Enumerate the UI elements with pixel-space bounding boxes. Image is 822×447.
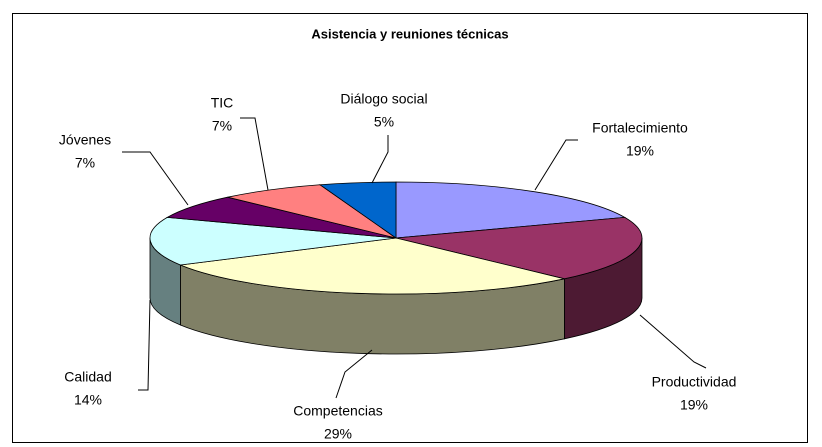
slice-value-label: 7% — [212, 118, 232, 134]
pie — [149, 181, 643, 355]
slice-value-label: 5% — [374, 114, 394, 130]
slice-value-label: 29% — [324, 426, 352, 442]
slice-value-label: 7% — [75, 155, 95, 171]
leader-line — [122, 151, 189, 206]
slice — [178, 237, 565, 295]
slice-label: Diálogo social — [340, 91, 427, 107]
labels: Fortalecimiento 19% Productividad 19% Compet… — [59, 91, 736, 442]
slice-label: Jóvenes — [59, 132, 111, 148]
leader-line — [534, 139, 578, 191]
slice-value-label: 19% — [626, 143, 654, 159]
leader-line — [371, 135, 389, 184]
leader-line — [335, 349, 373, 399]
slice-label: Calidad — [64, 369, 111, 385]
slice — [165, 196, 397, 239]
leader-line — [138, 299, 151, 391]
slice — [395, 181, 627, 239]
slice-label: TIC — [211, 95, 234, 111]
slice — [318, 181, 397, 239]
slice — [149, 216, 397, 266]
slice-value-label: 14% — [74, 392, 102, 408]
leader-line — [639, 314, 707, 369]
slice-label: Productividad — [652, 374, 737, 390]
slice-value-label: 19% — [680, 397, 708, 413]
leader-line — [240, 117, 269, 191]
slice — [227, 184, 397, 239]
slice — [395, 216, 643, 280]
slice-label: Fortalecimiento — [592, 120, 688, 136]
slice-label: Competencias — [293, 403, 383, 419]
chart-title: Asistencia y reuniones técnicas — [311, 26, 508, 41]
